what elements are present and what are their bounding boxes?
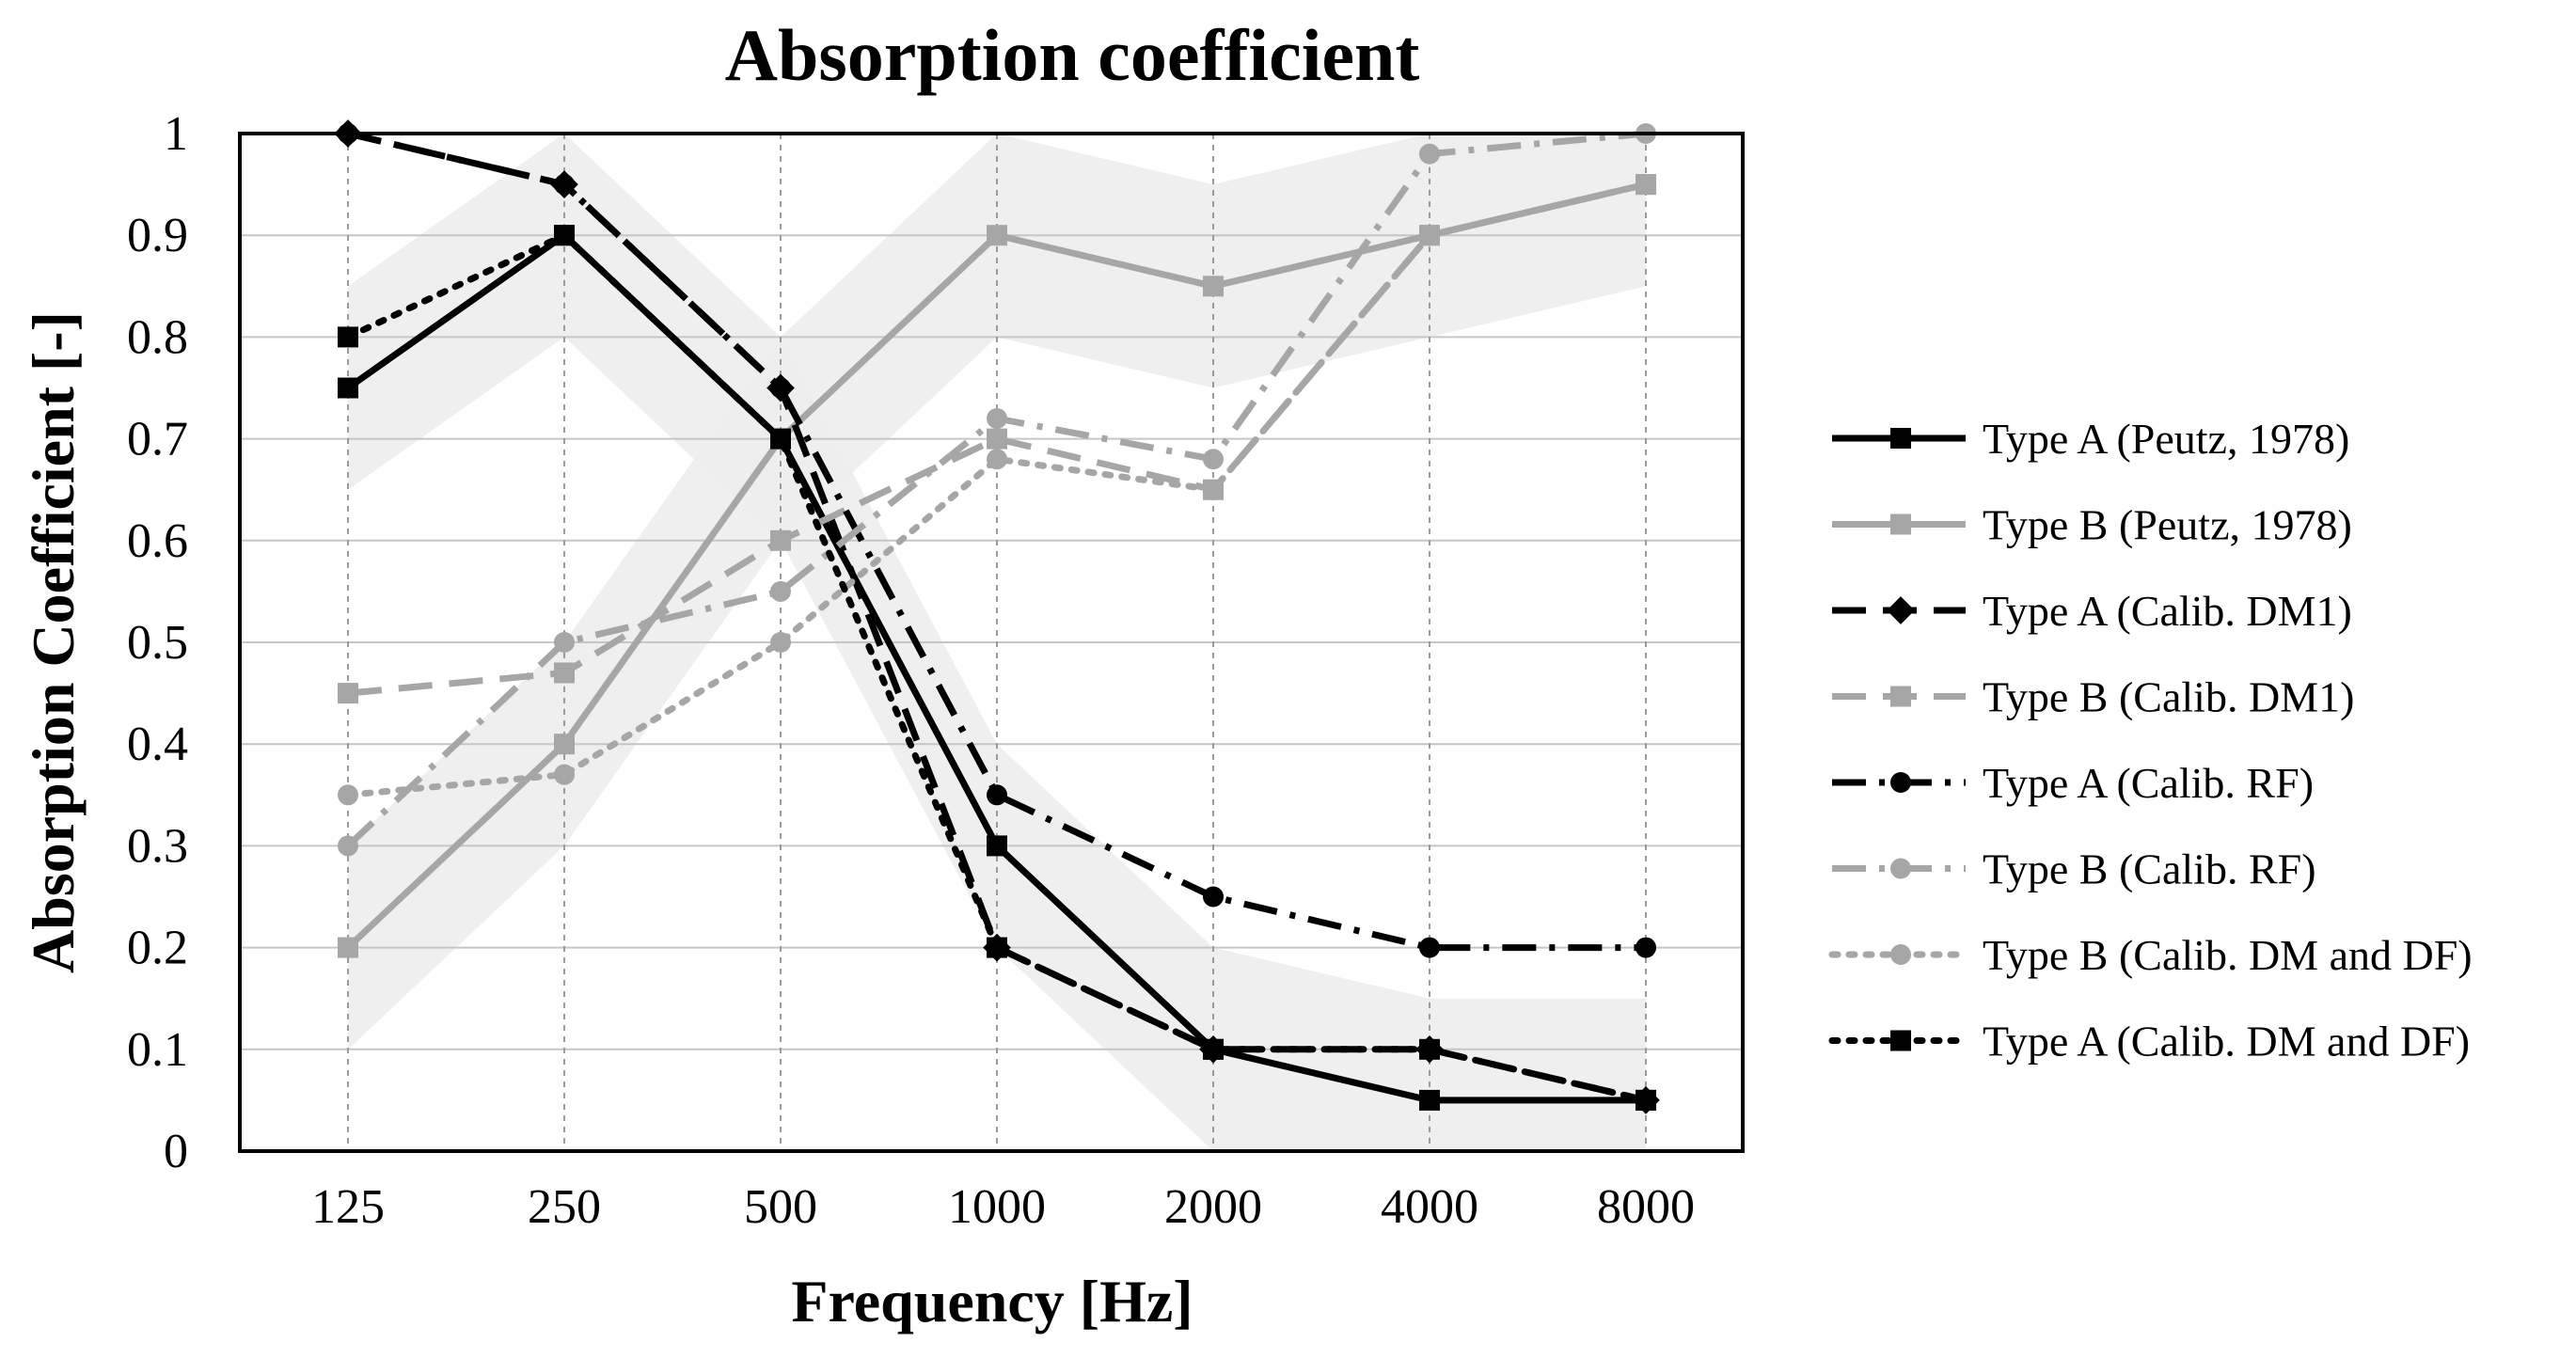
y-tick-label: 0.3	[127, 819, 188, 873]
x-tick-label: 8000	[1597, 1180, 1695, 1234]
data-point	[987, 225, 1007, 246]
plot-frame	[238, 132, 1745, 1153]
data-point	[1203, 449, 1224, 470]
x-tick-label: 125	[311, 1180, 385, 1234]
data-point	[1203, 1038, 1224, 1060]
legend-label: Type A (Calib. DM and DF)	[1983, 1018, 2470, 1066]
data-point	[987, 835, 1007, 857]
legend-label: Type B (Calib. DM and DF)	[1983, 931, 2473, 979]
data-point	[770, 428, 791, 450]
legend-label: Type B (Peutz, 1978)	[1983, 501, 2352, 549]
y-tick-label: 0.4	[127, 718, 188, 771]
data-point	[987, 937, 1007, 958]
legend-label: Type B (Calib. RF)	[1983, 845, 2316, 893]
data-point	[770, 529, 791, 551]
x-tick-label: 1000	[948, 1180, 1046, 1234]
data-point	[1203, 886, 1224, 908]
y-tick-label: 0.5	[127, 616, 188, 670]
x-tick-label: 4000	[1381, 1180, 1478, 1234]
x-tick-label: 250	[528, 1180, 601, 1234]
data-point	[770, 632, 791, 653]
y-tick-label: 0.8	[127, 310, 188, 364]
data-point	[338, 326, 358, 348]
data-point	[338, 377, 358, 399]
y-axis-title: Absorption Coefficient [-]	[20, 311, 87, 973]
data-point	[338, 683, 358, 704]
chart-title: Absorption coefficient	[725, 14, 1420, 96]
data-point	[770, 377, 791, 399]
data-point	[338, 937, 358, 958]
legend-label: Type B (Calib. DM1)	[1983, 673, 2354, 721]
data-point	[338, 784, 358, 806]
legend-marker	[1890, 944, 1911, 965]
legend: Type A (Peutz, 1978) Type B (Peutz, 1978)…	[1828, 415, 2473, 1066]
y-axis-ticks: 0 0.1 0.2 0.3 0.4 0.5 0.6 0.7 0.8 0.9 1	[127, 107, 188, 1178]
y-tick-label: 0.9	[127, 209, 188, 262]
legend-marker	[1890, 1030, 1911, 1051]
data-point	[1636, 937, 1656, 958]
y-tick-label: 1	[164, 107, 188, 161]
data-point	[1636, 174, 1656, 196]
data-point	[554, 174, 575, 196]
data-point	[1419, 1038, 1440, 1060]
legend-marker	[1887, 596, 1915, 624]
y-tick-label: 0.1	[127, 1023, 188, 1077]
data-point	[987, 428, 1007, 450]
data-point	[987, 784, 1007, 806]
y-tick-label: 0.7	[127, 413, 188, 466]
y-tick-label: 0.2	[127, 922, 188, 975]
legend-marker	[1890, 513, 1911, 535]
y-tick-label: 0.6	[127, 514, 188, 568]
x-tick-label: 500	[744, 1180, 817, 1234]
x-axis-ticks: 125 250 500 1000 2000 4000 8000	[311, 1180, 1695, 1234]
x-tick-label: 2000	[1164, 1180, 1262, 1234]
data-point	[338, 835, 358, 857]
data-point	[1203, 479, 1224, 500]
legend-label: Type A (Peutz, 1978)	[1983, 415, 2349, 463]
data-point	[1419, 1089, 1440, 1111]
series-lines	[334, 119, 1660, 1114]
data-point	[554, 662, 575, 684]
data-point	[1419, 143, 1440, 165]
data-point	[1636, 1089, 1656, 1111]
data-point	[554, 632, 575, 653]
data-point	[1419, 937, 1440, 958]
legend-marker	[1890, 428, 1911, 449]
legend-marker	[1890, 772, 1911, 793]
band-0	[348, 134, 1646, 1151]
y-tick-label: 0	[164, 1125, 188, 1178]
data-point	[770, 580, 791, 602]
data-point	[554, 764, 575, 785]
x-axis-title: Frequency [Hz]	[791, 1268, 1193, 1334]
data-point	[987, 449, 1007, 470]
data-point	[1203, 276, 1224, 297]
legend-label: Type A (Calib. DM1)	[1983, 587, 2352, 635]
data-point	[554, 734, 575, 755]
data-point	[987, 407, 1007, 429]
legend-marker	[1890, 686, 1911, 707]
legend-marker	[1890, 858, 1911, 879]
legend-label: Type A (Calib. RF)	[1983, 759, 2314, 807]
data-point	[1419, 225, 1440, 246]
data-point	[554, 225, 575, 246]
